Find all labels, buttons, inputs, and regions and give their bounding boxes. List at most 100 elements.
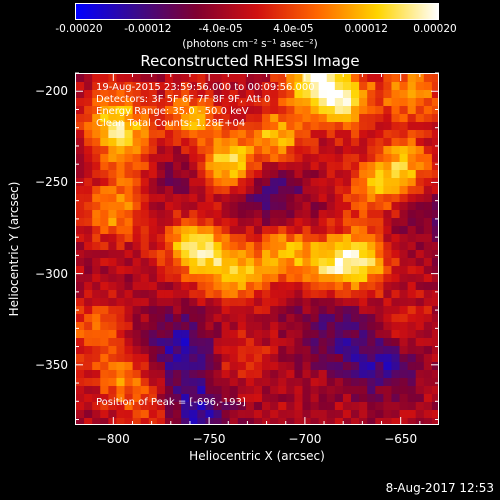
heatmap-cell <box>173 394 182 403</box>
heatmap-cell <box>334 338 344 347</box>
heatmap-cell <box>262 98 271 107</box>
heatmap-cell <box>359 330 368 339</box>
heatmap-cell <box>245 298 255 307</box>
heatmap-cell <box>100 378 109 387</box>
heatmap-cell <box>391 282 400 291</box>
heatmap-cell <box>262 122 271 131</box>
heatmap-cell <box>278 114 287 123</box>
heatmap-cell <box>383 282 392 291</box>
heatmap-cell <box>286 362 295 371</box>
heatmap-cell <box>189 234 198 243</box>
heatmap-cell <box>294 338 303 347</box>
heatmap-cell <box>197 170 206 179</box>
heatmap-cell <box>173 298 182 307</box>
heatmap-cell <box>326 146 336 155</box>
heatmap-cell <box>189 170 198 179</box>
heatmap-cell <box>334 290 344 299</box>
heatmap-cell <box>132 90 142 99</box>
heatmap-cell <box>278 218 287 227</box>
heatmap-cell <box>237 274 247 283</box>
heatmap-cell <box>148 258 158 267</box>
heatmap-cell <box>124 194 134 203</box>
heatmap-cell <box>391 330 400 339</box>
heatmap-cell <box>100 234 109 243</box>
heatmap-cell <box>148 154 158 163</box>
heatmap-cell <box>399 90 409 99</box>
heatmap-cell <box>132 370 142 379</box>
heatmap-cell <box>156 146 166 155</box>
heatmap-cell <box>399 130 409 139</box>
heatmap-cell <box>294 346 303 355</box>
heatmap-cell <box>253 410 263 419</box>
heatmap-cell <box>302 274 311 283</box>
heatmap-cell <box>383 306 392 315</box>
heatmap-cell <box>108 386 117 395</box>
heatmap-cell <box>399 202 409 211</box>
heatmap-cell <box>407 250 417 259</box>
heatmap-cell <box>181 362 190 371</box>
heatmap-cell <box>100 194 109 203</box>
heatmap-cell <box>140 418 150 424</box>
heatmap-cell <box>342 154 352 163</box>
heatmap-cell <box>310 210 320 219</box>
heatmap-cell <box>221 314 231 323</box>
heatmap-cell <box>375 74 384 83</box>
heatmap-cell <box>116 418 125 424</box>
heatmap-cell <box>237 418 247 424</box>
heatmap-cell <box>205 410 214 419</box>
heatmap-cell <box>140 210 150 219</box>
heatmap-cell <box>140 170 150 179</box>
heatmap-cell <box>221 322 231 331</box>
heatmap-cell <box>205 258 214 267</box>
heatmap-cell <box>302 322 311 331</box>
heatmap-cell <box>310 410 320 419</box>
heatmap-cell <box>148 218 158 227</box>
heatmap-cell <box>367 98 376 107</box>
heatmap-cell <box>399 170 409 179</box>
heatmap-cell <box>148 322 158 331</box>
heatmap-cell <box>375 338 384 347</box>
heatmap-cell <box>197 298 206 307</box>
heatmap-cell <box>189 282 198 291</box>
heatmap-cell <box>294 394 303 403</box>
annotation-counts: Clean Total Counts: 1.28E+04 <box>96 118 246 129</box>
heatmap-cell <box>173 226 182 235</box>
heatmap-cell <box>415 170 425 179</box>
heatmap-cell <box>108 178 117 187</box>
heatmap-cell <box>286 98 295 107</box>
heatmap-cell <box>278 378 287 387</box>
heatmap-cell <box>302 218 311 227</box>
heatmap-cell <box>205 82 214 91</box>
heatmap-cell <box>148 130 158 139</box>
heatmap-cell <box>205 226 214 235</box>
heatmap-cell <box>132 378 142 387</box>
heatmap-cell <box>391 338 400 347</box>
heatmap-cell <box>318 338 328 347</box>
heatmap-cell <box>92 106 101 115</box>
heatmap-cell <box>310 82 320 91</box>
heatmap-cell <box>189 418 198 424</box>
heatmap-cell <box>415 274 425 283</box>
heatmap-cell <box>407 90 417 99</box>
heatmap-cell <box>415 314 425 323</box>
heatmap-cell <box>148 298 158 307</box>
heatmap-cell <box>262 346 271 355</box>
heatmap-cell <box>367 346 376 355</box>
heatmap-cell <box>100 370 109 379</box>
heatmap-cell <box>342 186 352 195</box>
heatmap-cell <box>92 234 101 243</box>
heatmap-cell <box>221 378 231 387</box>
heatmap-cell <box>318 362 328 371</box>
heatmap-cell <box>334 242 344 251</box>
heatmap-cell <box>431 170 438 179</box>
heatmap-cell <box>92 74 101 83</box>
heatmap-cell <box>205 290 214 299</box>
heatmap-cell <box>326 186 336 195</box>
heatmap-cell <box>124 146 134 155</box>
heatmap-cell <box>253 74 263 83</box>
heatmap-cell <box>302 202 311 211</box>
heatmap-cell <box>286 354 295 363</box>
heatmap-cell <box>342 394 352 403</box>
heatmap-cell <box>407 410 417 419</box>
heatmap-cell <box>164 402 174 411</box>
